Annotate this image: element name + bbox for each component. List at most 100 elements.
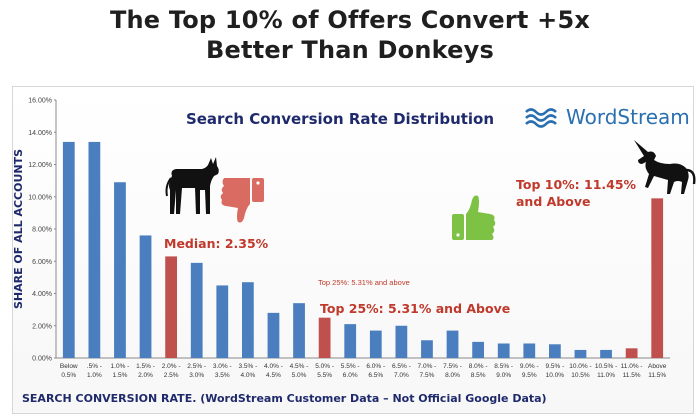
x-tick-label: 4.0% -	[264, 363, 283, 370]
y-tick-label: 14.00%	[28, 130, 52, 137]
x-tick-label: 2.5% -	[187, 363, 206, 370]
bar	[472, 341, 485, 358]
chart-title: Search Conversion Rate Distribution	[186, 110, 494, 128]
y-tick-label: 12.00%	[28, 162, 52, 169]
x-tick-label: 9.0%	[496, 372, 511, 379]
donkey-icon	[165, 157, 219, 214]
bar	[446, 330, 459, 358]
bar	[293, 303, 305, 358]
bar	[241, 282, 254, 358]
y-tick-label: 10.00%	[28, 194, 52, 201]
bar	[88, 141, 101, 358]
x-tick-label: 4.5% -	[290, 363, 309, 370]
thumbs-up-icon	[452, 195, 496, 240]
x-tick-label: 5.0%	[292, 372, 307, 379]
bar	[574, 349, 587, 358]
x-tick-label: Above	[648, 363, 667, 370]
x-tick-label: 9.5% -	[545, 363, 564, 370]
wordstream-logo-icon	[525, 108, 557, 128]
x-tick-label: 7.5%	[420, 372, 435, 379]
headline-line-2: Better Than Donkeys	[206, 36, 494, 64]
x-tick-label: 1.0% -	[111, 363, 130, 370]
x-tick-label: 6.5% -	[392, 363, 411, 370]
x-tick-label: 2.5%	[164, 372, 179, 379]
brand-name: WordStream	[566, 105, 690, 129]
x-tick-label: 2.0%	[138, 372, 153, 379]
x-tick-label: 11.0% -	[621, 363, 643, 370]
x-tick-label: 10.5%	[571, 372, 590, 379]
bar	[344, 324, 357, 358]
x-tick-label: 0.5%	[61, 372, 76, 379]
x-axis-ticks: Below 0.5% .5% - 1.0% 1.0% - 1.5% 1.5% - 2.0% 2.…	[60, 363, 667, 379]
x-tick-label: 9.5%	[522, 372, 537, 379]
bar	[190, 262, 203, 358]
top10-annotation-line2: and Above	[516, 194, 590, 209]
bar	[625, 348, 638, 358]
y-axis-title: SHARE OF ALL ACCOUNTS	[12, 149, 25, 309]
x-tick-label: 10.5% -	[595, 363, 617, 370]
x-tick-label: 7.0% -	[418, 363, 437, 370]
bar	[497, 343, 510, 358]
x-tick-label: 1.5% -	[136, 363, 155, 370]
bar	[600, 349, 612, 358]
headline-line-1: The Top 10% of Offers Convert +5x	[109, 6, 591, 34]
x-tick-label: 1.5%	[113, 372, 128, 379]
x-tick-label: 6.0% -	[366, 363, 385, 370]
x-tick-label: 3.0%	[189, 372, 204, 379]
y-tick-label: 6.00%	[32, 259, 52, 266]
unicorn-icon	[634, 140, 696, 194]
bar	[421, 340, 433, 358]
x-axis-title: SEARCH CONVERSION RATE. (WordStream Cust…	[22, 392, 547, 405]
top25-annotation: Top 25%: 5.31% and Above	[320, 301, 510, 316]
top25-small-annotation: Top 25%: 5.31% and above	[318, 278, 410, 287]
x-tick-label: .5% -	[87, 363, 102, 370]
bar	[139, 235, 152, 358]
x-tick-label: 5.5% -	[341, 363, 360, 370]
x-tick-label: 3.5%	[215, 372, 230, 379]
bar	[523, 343, 536, 358]
x-tick-label: 11.5%	[623, 372, 641, 379]
bar	[267, 312, 280, 358]
bar	[318, 317, 331, 358]
bar	[369, 330, 382, 358]
y-tick-label: 16.00%	[28, 98, 52, 105]
x-tick-label: 4.5%	[266, 372, 281, 379]
x-tick-label: 6.0%	[343, 372, 358, 379]
bar	[651, 198, 664, 358]
x-tick-label: 1.0%	[87, 372, 102, 379]
x-tick-label: 5.0% -	[315, 363, 334, 370]
x-tick-label: 8.5% -	[494, 363, 513, 370]
x-tick-label: 9.0% -	[520, 363, 539, 370]
y-tick-label: 2.00%	[32, 323, 52, 330]
x-tick-label: 5.5%	[317, 372, 332, 379]
x-tick-label: 6.5%	[368, 372, 383, 379]
x-tick-label: 4.0%	[240, 372, 255, 379]
x-tick-label: 11.0%	[597, 372, 615, 379]
x-tick-label: 7.5% -	[443, 363, 462, 370]
x-tick-label: 2.0% -	[162, 363, 181, 370]
y-tick-label: 0.00%	[32, 356, 52, 363]
bar	[114, 182, 126, 358]
x-tick-label: 7.0%	[394, 372, 409, 379]
x-tick-label: Below	[60, 363, 78, 370]
x-tick-label: 10.0% -	[569, 363, 591, 370]
bar	[395, 325, 408, 358]
x-tick-label: 11.5%	[648, 372, 666, 379]
x-tick-label: 8.5%	[471, 372, 486, 379]
x-tick-label: 8.0%	[445, 372, 460, 379]
thumbs-down-icon	[220, 178, 264, 223]
x-tick-label: 3.5% -	[238, 363, 257, 370]
y-axis-ticks: 0.00% 2.00% 4.00% 6.00% 8.00% 10.00% 12.00% 14.…	[28, 98, 56, 363]
bar	[165, 256, 178, 358]
x-tick-label: 3.0% -	[213, 363, 232, 370]
bars	[62, 141, 664, 358]
bar	[62, 141, 75, 358]
x-tick-label: 10.0%	[546, 372, 565, 379]
bar	[216, 285, 229, 358]
top10-annotation-line1: Top 10%: 11.45%	[516, 177, 637, 192]
y-tick-label: 4.00%	[32, 291, 52, 298]
median-annotation: Median: 2.35%	[164, 236, 269, 251]
bar	[548, 344, 561, 358]
